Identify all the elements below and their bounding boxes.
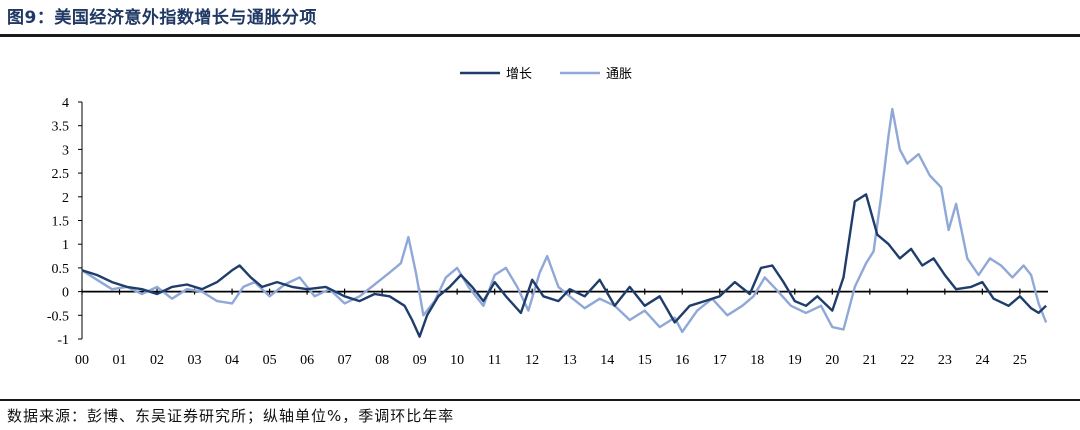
x-tick-label: 22 xyxy=(900,353,914,368)
x-tick-label: 09 xyxy=(413,353,427,368)
inflation-series-line xyxy=(81,107,1048,334)
x-tick-label: 13 xyxy=(563,353,577,368)
y-tick-label: -0.5 xyxy=(47,309,69,324)
growth-series-line xyxy=(81,193,1047,338)
title-rule xyxy=(0,34,1080,37)
x-tick-label: 14 xyxy=(600,353,614,368)
legend: 增长 通胀 xyxy=(460,67,632,82)
y-tick-label: 2 xyxy=(62,191,69,206)
x-tick-label: 01 xyxy=(113,353,127,368)
series-lines xyxy=(81,107,1048,338)
x-tick-label: 23 xyxy=(938,353,952,368)
legend-label-inflation: 通胀 xyxy=(606,67,632,82)
x-tick-label: 10 xyxy=(450,353,464,368)
y-axis: 4 3.5 3 2.5 2 1.5 1 0.5 0 -0.5 -1 xyxy=(47,96,83,348)
x-tick-label: 21 xyxy=(863,353,877,368)
y-tick-label: 3.5 xyxy=(52,120,70,135)
y-tick-label: 3 xyxy=(62,143,69,158)
x-tick-label: 18 xyxy=(750,353,764,368)
source-rule xyxy=(0,399,1080,401)
x-tick-label: 25 xyxy=(1013,353,1027,368)
x-tick-label: 12 xyxy=(525,353,539,368)
x-tick-label: 07 xyxy=(338,353,352,368)
y-tick-label: 1 xyxy=(62,238,69,253)
x-tick-label: 00 xyxy=(75,353,89,368)
x-tick-label: 08 xyxy=(375,353,389,368)
y-tick-label: -1 xyxy=(57,333,69,348)
x-tick-label: 02 xyxy=(150,353,164,368)
y-tick-label: 2.5 xyxy=(52,167,70,182)
x-tick-label: 20 xyxy=(825,353,839,368)
y-tick-label: 0.5 xyxy=(52,262,70,277)
source-note: 数据来源：彭博、东吴证券研究所；纵轴单位%，季调环比年率 xyxy=(7,407,455,425)
legend-label-growth: 增长 xyxy=(506,67,532,82)
x-tick-label: 19 xyxy=(788,353,802,368)
x-tick-label: 15 xyxy=(638,353,652,368)
y-tick-label: 0 xyxy=(62,286,69,301)
x-tick-label: 16 xyxy=(675,353,689,368)
x-tick-label: 05 xyxy=(263,353,277,368)
x-tick-label: 11 xyxy=(488,353,501,368)
chart-canvas: 增长 通胀 4 3.5 3 2.5 2 1.5 1 0.5 0 -0.5 -1 00 01 02 03 04 0… xyxy=(47,67,1048,368)
x-tick-label: 17 xyxy=(713,353,727,368)
y-tick-label: 1.5 xyxy=(52,215,70,230)
y-tick-label: 4 xyxy=(62,96,69,111)
figure-title: 图9：美国经济意外指数增长与通胀分项 xyxy=(7,8,317,28)
x-tick-label: 03 xyxy=(188,353,202,368)
x-tick-label: 04 xyxy=(225,353,239,368)
x-tick-label: 24 xyxy=(975,353,989,368)
x-tick-label: 06 xyxy=(300,353,314,368)
